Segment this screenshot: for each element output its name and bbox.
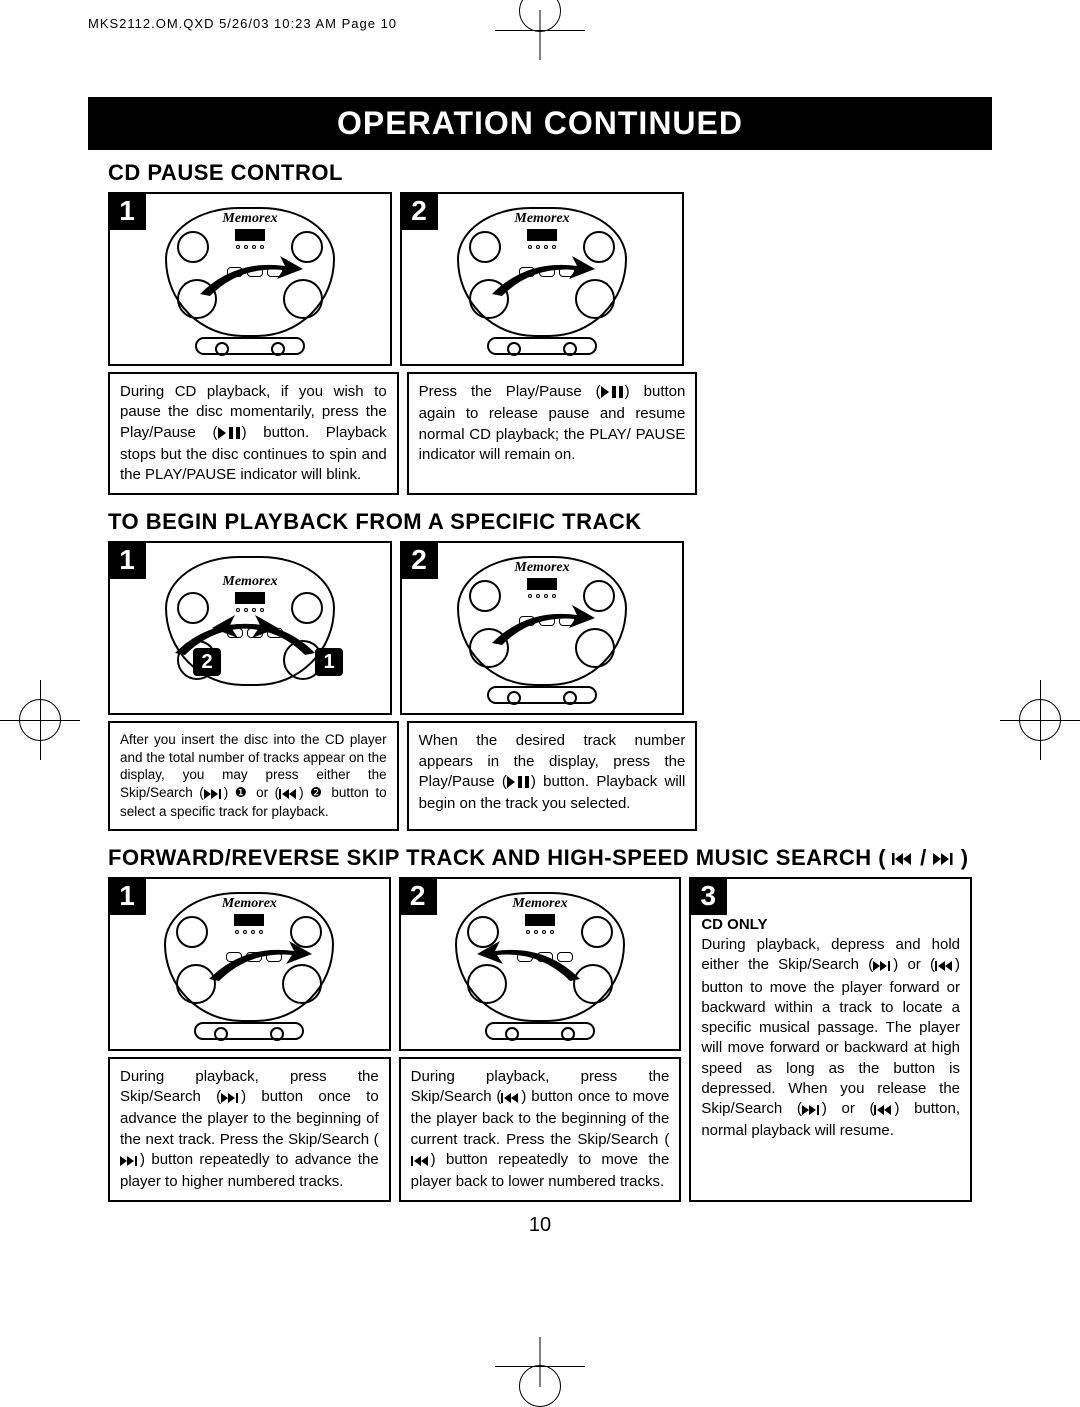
step-number: 2 — [399, 877, 437, 915]
play-pause-icon — [601, 384, 625, 404]
skip-back-icon — [874, 1101, 894, 1121]
step-number: 1 — [108, 877, 146, 915]
device-illustration: Memorex — [427, 548, 657, 708]
skip-forward-icon — [933, 845, 955, 871]
brand-label: Memorex — [514, 211, 569, 227]
play-pause-icon — [218, 425, 242, 445]
skip-back-icon — [935, 957, 955, 977]
brand-label: Memorex — [514, 560, 569, 576]
device-illustration: Memorex — [427, 199, 657, 359]
section2-step1-illus: 1 Memorex — [108, 541, 392, 715]
device-illustration: Memorex 1 2 — [135, 548, 365, 708]
cd-only-heading: CD ONLY — [701, 915, 960, 935]
section3-title: FORWARD/REVERSE SKIP TRACK AND HIGH-SPEE… — [108, 845, 972, 871]
section1-step2-caption: Press the Play/Pause () button again to … — [407, 372, 698, 495]
pointer-arrow — [195, 254, 305, 304]
crop-mark-bottom — [500, 1347, 580, 1387]
step-number: 2 — [400, 541, 438, 579]
pointer-arrow — [204, 939, 314, 989]
section1-step1-caption: During CD playback, if you wish to pause… — [108, 372, 399, 495]
section2-caption-row: After you insert the disc into the CD pl… — [108, 721, 972, 831]
skip-forward-icon — [802, 1101, 822, 1121]
skip-back-icon — [279, 786, 299, 804]
page-content: CD PAUSE CONTROL 1 Memorex — [108, 150, 972, 1237]
brand-label: Memorex — [512, 896, 567, 912]
section1-step1-illus: 1 Memorex — [108, 192, 392, 366]
section3-step1-caption: During playback, press the Skip/Search (… — [108, 1057, 391, 1203]
brand-label: Memorex — [222, 211, 277, 227]
skip-back-icon — [501, 1089, 521, 1109]
callout-badge-2: 2 — [193, 648, 221, 676]
section1-step2-illus: 2 Memorex — [400, 192, 684, 366]
device-illustration: Memorex — [134, 884, 364, 1044]
step-number: 1 — [108, 541, 146, 579]
pointer-arrow-left — [475, 939, 585, 989]
skip-back-icon — [411, 1152, 431, 1172]
section2-title: TO BEGIN PLAYBACK FROM A SPECIFIC TRACK — [108, 509, 972, 535]
header-meta: MKS2112.OM.QXD 5/26/03 10:23 AM Page 10 — [88, 16, 397, 31]
section3-step2-illus: 2 Memorex — [399, 877, 682, 1051]
crop-mark-right — [1010, 690, 1070, 750]
skip-forward-icon — [120, 1152, 140, 1172]
page-banner: OPERATION CONTINUED — [88, 97, 992, 150]
section3-step3-box: 3 CD ONLY During playback, depress and h… — [689, 877, 972, 1203]
play-pause-icon — [507, 774, 531, 794]
device-illustration: Memorex — [425, 884, 655, 1044]
section1-caption-row: During CD playback, if you wish to pause… — [108, 372, 972, 495]
callout-badge-1: 1 — [315, 648, 343, 676]
pointer-arrow — [487, 603, 597, 653]
section1-title: CD PAUSE CONTROL — [108, 160, 972, 186]
step-number: 1 — [108, 192, 146, 230]
section2-step2-illus: 2 Memorex — [400, 541, 684, 715]
skip-back-icon — [892, 845, 914, 871]
section2-illus-row: 1 Memorex — [108, 541, 972, 715]
section3-step1-illus: 1 Memorex — [108, 877, 391, 1051]
section1-illus-row: 1 Memorex — [108, 192, 972, 366]
crop-mark-left — [10, 690, 70, 750]
skip-forward-icon — [873, 957, 893, 977]
brand-label: Memorex — [222, 896, 277, 912]
section2-step1-caption: After you insert the disc into the CD pl… — [108, 721, 399, 831]
skip-forward-icon — [204, 786, 224, 804]
device-illustration: Memorex — [135, 199, 365, 359]
step-number: 2 — [400, 192, 438, 230]
page-number: 10 — [108, 1214, 972, 1237]
skip-forward-icon — [221, 1089, 241, 1109]
pointer-arrow — [487, 254, 597, 304]
step-number: 3 — [689, 877, 727, 915]
section3-row: 1 Memorex — [108, 877, 972, 1203]
section3-step2-caption: During playback, press the Skip/Search (… — [399, 1057, 682, 1203]
brand-label: Memorex — [222, 574, 277, 590]
pointer-arrow-right — [170, 613, 280, 663]
section2-step2-caption: When the desired track number appears in… — [407, 721, 698, 831]
crop-mark-top — [500, 10, 580, 50]
